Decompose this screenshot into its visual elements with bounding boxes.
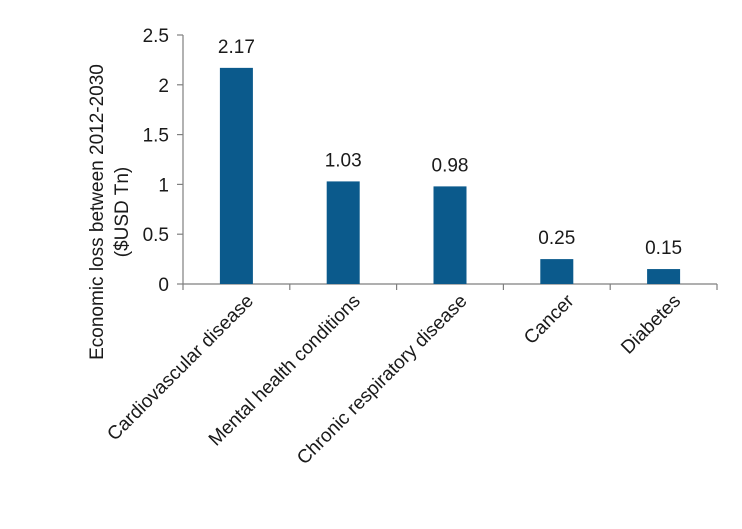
y-axis-title: Economic loss between 2012-2030 ($USD Tn): [87, 64, 133, 360]
y-axis-title-line-2: ($USD Tn): [112, 167, 133, 257]
data-labels: 2.17 1.03 0.98 0.25 0.15: [218, 37, 682, 259]
bar: [433, 186, 467, 284]
y-axis-title-line-1: Economic loss between 2012-2030: [87, 64, 108, 360]
bar: [647, 269, 681, 284]
category-label: Diabetes: [617, 291, 685, 359]
category-label: Cancer: [520, 290, 579, 349]
data-label: 0.25: [538, 228, 575, 249]
data-label: 1.03: [325, 150, 362, 171]
y-tick-label: 2.5: [143, 26, 169, 47]
y-tick-label: 1.5: [143, 126, 169, 147]
data-label: 2.17: [218, 37, 255, 58]
y-tick-label: 1: [158, 175, 169, 196]
data-label: 0.98: [432, 155, 469, 176]
bar: [219, 67, 253, 284]
bars: [219, 67, 681, 284]
x-axis: [182, 283, 718, 290]
y-tick-label: 0: [158, 275, 169, 296]
y-tick-label: 0.5: [143, 225, 169, 246]
data-label: 0.15: [645, 238, 682, 259]
y-axis: 0 0.5 1 1.5 2 2.5: [143, 26, 184, 296]
bar: [326, 181, 360, 284]
category-label: Chronic respiratory disease: [293, 291, 471, 469]
bar: [540, 259, 574, 284]
y-tick-label: 2: [158, 76, 169, 97]
